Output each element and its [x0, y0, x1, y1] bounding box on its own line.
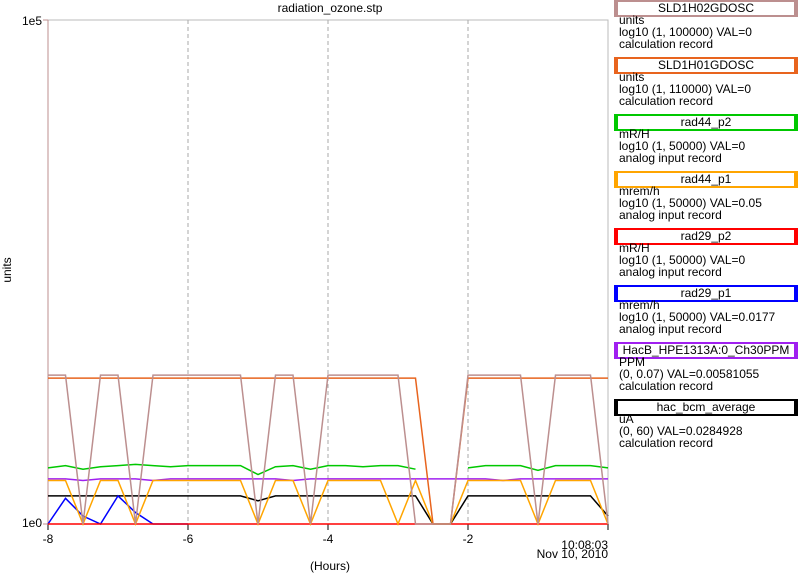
legend-name[interactable]: rad44_p2: [681, 115, 732, 129]
trace: [48, 478, 609, 527]
legend-color-bar: [614, 58, 618, 73]
legend-record: calculation record: [619, 379, 713, 393]
x-tick-label: -6: [183, 532, 194, 546]
legend-units: PPM: [619, 355, 645, 369]
legend-name[interactable]: HacB_HPE1313A:0_Ch30PPM: [623, 343, 790, 357]
x-tick-label: -2: [463, 532, 474, 546]
legend-color-bar: [614, 115, 618, 130]
x-axis-label: (Hours): [310, 559, 350, 573]
date-label: Nov 10, 2010: [537, 547, 609, 561]
legend-name[interactable]: SLD1H02GDOSC: [658, 1, 754, 15]
trace: [48, 495, 609, 525]
legend-scale: (0, 60) VAL=0.0284928: [619, 424, 743, 438]
legend-color-bar: [614, 286, 618, 301]
trace: [47, 463, 609, 476]
legend-color-bar: [794, 286, 798, 301]
legend-units: units: [619, 70, 644, 84]
legend-units: mR/H: [619, 241, 650, 255]
legend-record: calculation record: [619, 94, 713, 108]
legend-scale: log10 (1, 50000) VAL=0.0177: [619, 310, 776, 324]
legend-color-bar: [794, 1, 798, 16]
x-tick-label: -4: [323, 532, 334, 546]
legend-color-bar: [794, 172, 798, 187]
legend-record: calculation record: [619, 37, 713, 51]
legend-name[interactable]: hac_bcm_average: [657, 400, 756, 414]
legend-units: mrem/h: [619, 298, 660, 312]
x-tick-label: 10:08:03: [561, 538, 608, 552]
legend-color-bar: [614, 172, 618, 187]
legend-color-bar: [614, 400, 618, 415]
chart-title: radiation_ozone.stp: [278, 1, 383, 15]
legend-color-bar: [794, 58, 798, 73]
legend-scale: log10 (1, 100000) VAL=0: [619, 25, 752, 39]
legend-name[interactable]: rad29_p1: [681, 286, 732, 300]
legend-color-bar: [614, 1, 618, 16]
y-axis-label: units: [0, 257, 14, 282]
legend-name[interactable]: rad44_p1: [681, 172, 732, 186]
legend-units: mrem/h: [619, 184, 660, 198]
legend-color-bar: [794, 115, 798, 130]
legend-color-bar: [614, 229, 618, 244]
legend-color-bar: [794, 343, 798, 358]
legend-color-bar: [794, 229, 798, 244]
legend-record: analog input record: [619, 208, 722, 222]
y-tick-label: 1e5: [22, 14, 42, 28]
trace: [48, 374, 609, 525]
legend-scale: log10 (1, 50000) VAL=0: [619, 139, 746, 153]
legend-record: calculation record: [619, 436, 713, 450]
x-tick-label: -8: [43, 532, 54, 546]
legend-units: mR/H: [619, 127, 650, 141]
legend-record: analog input record: [619, 322, 722, 336]
legend-name[interactable]: rad29_p2: [681, 229, 732, 243]
legend-color-bar: [614, 343, 618, 358]
legend-scale: log10 (1, 50000) VAL=0.05: [619, 196, 762, 210]
legend-scale: log10 (1, 50000) VAL=0: [619, 253, 746, 267]
legend-color-bar: [794, 400, 798, 415]
legend-units: units: [619, 13, 644, 27]
y-tick-label: 1e0: [22, 516, 42, 530]
legend-scale: (0, 0.07) VAL=0.00581055: [619, 367, 760, 381]
legend-record: analog input record: [619, 151, 722, 165]
legend-units: uA: [619, 412, 634, 426]
legend-name[interactable]: SLD1H01GDOSC: [658, 58, 754, 72]
legend-scale: log10 (1, 110000) VAL=0: [619, 82, 751, 96]
legend-record: analog input record: [619, 265, 722, 279]
